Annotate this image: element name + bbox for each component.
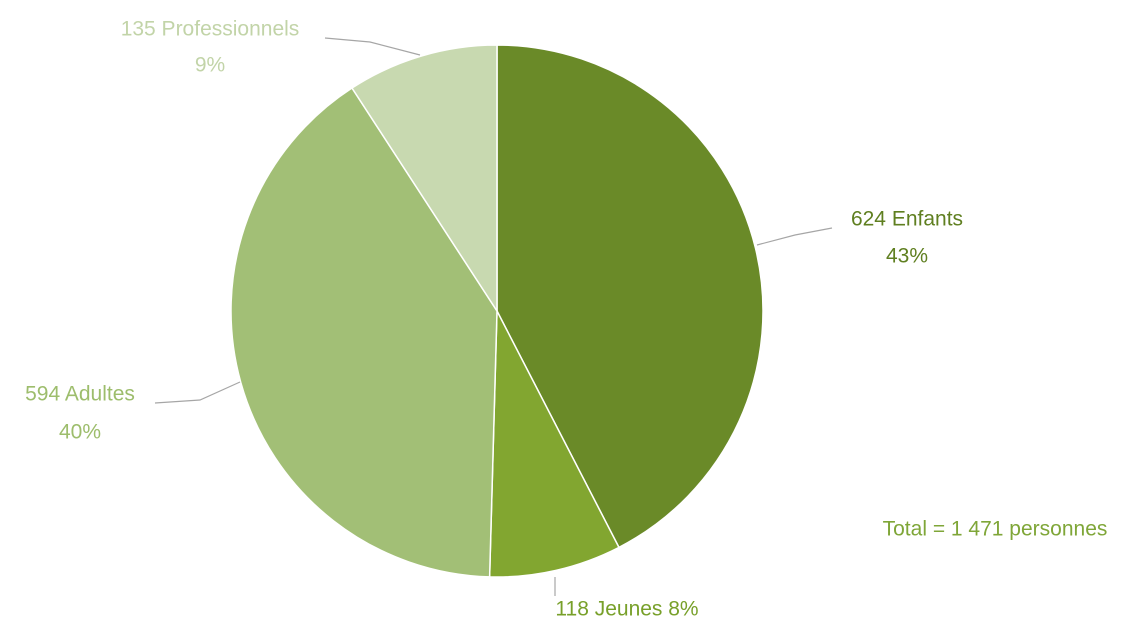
leader-line [324, 37, 421, 56]
slice-label: 43% [886, 245, 928, 268]
slice-label: 118 Jeunes 8% [555, 598, 698, 621]
slice-label: 135 Professionnels [121, 18, 300, 41]
slice-label: 624 Enfants [851, 208, 963, 231]
pie-slice [350, 44, 498, 314]
total-label: Total = 1 471 personnes [883, 518, 1108, 541]
slice-label: 594 Adultes [25, 383, 135, 406]
pie-slice [488, 310, 620, 578]
pie-slice [496, 44, 764, 549]
leader-line [756, 227, 833, 246]
pie-slice [230, 86, 498, 578]
slice-label: 40% [59, 421, 101, 444]
slice-label: 9% [195, 54, 225, 77]
leader-line [154, 381, 241, 404]
